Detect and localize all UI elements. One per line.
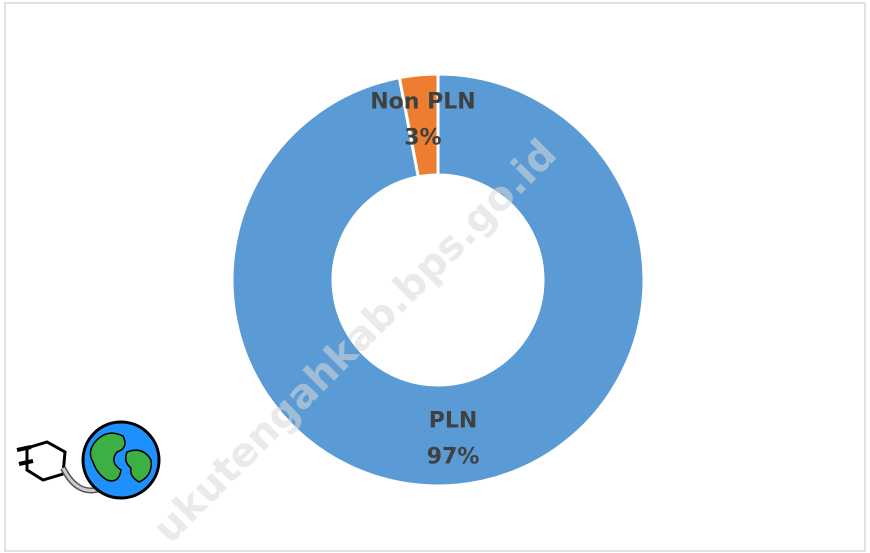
chart: PLN97%Non PLN3% ukutengahkab.bps.go.id bbox=[0, 0, 870, 553]
slice-value-label: 97% bbox=[427, 444, 480, 469]
slice-category-label: Non PLN bbox=[370, 90, 475, 115]
page: {"chart_data": {"type": "donut", "catego… bbox=[0, 0, 870, 553]
slice-value-label: 3% bbox=[404, 126, 441, 151]
slice-category-label: PLN bbox=[429, 408, 478, 433]
